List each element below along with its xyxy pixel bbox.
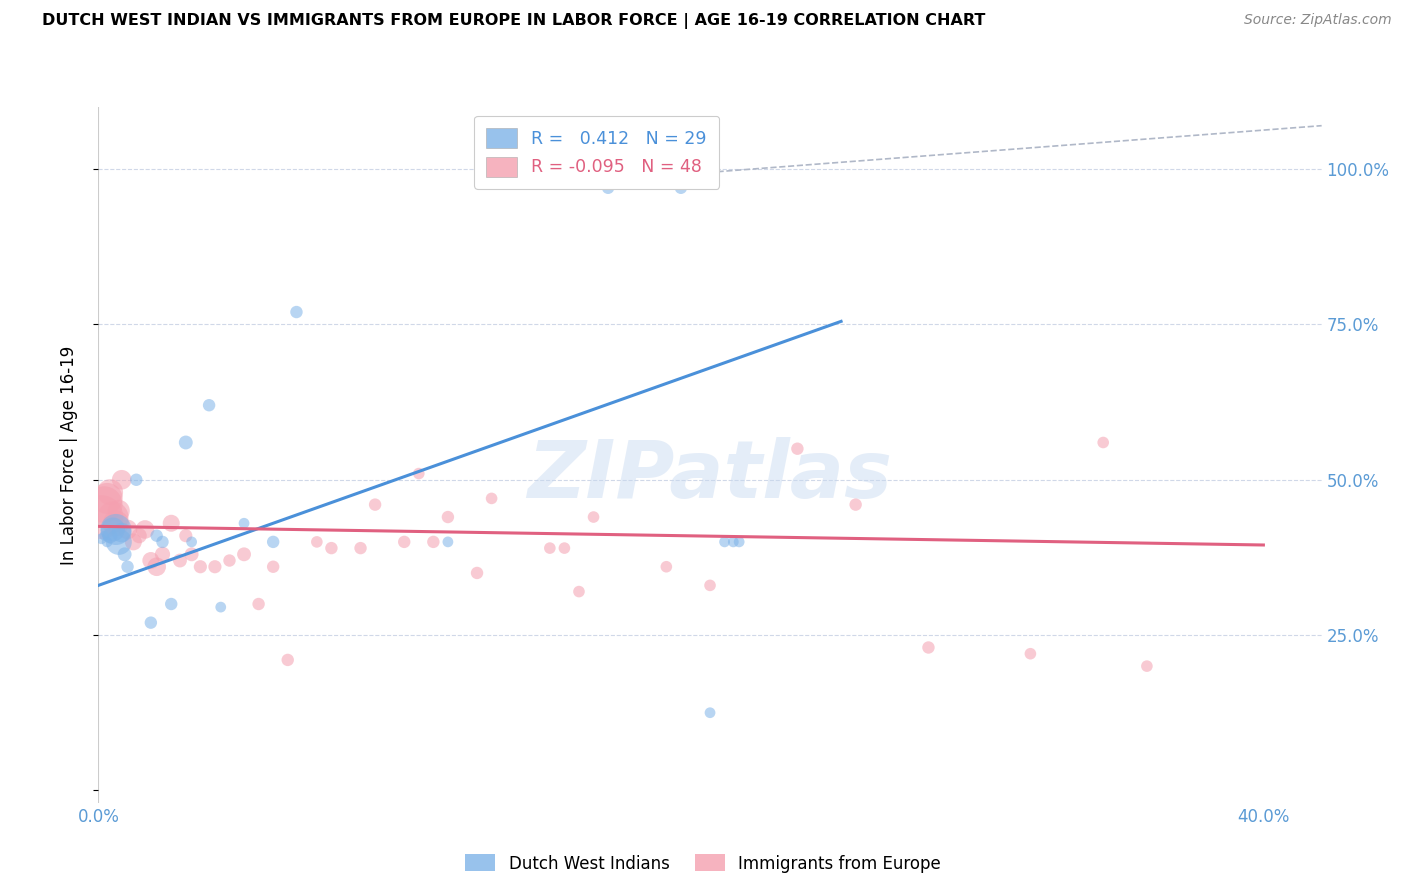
Point <box>101 523 124 537</box>
Point <box>723 534 745 549</box>
Point <box>111 525 134 540</box>
Point <box>247 597 270 611</box>
Point <box>699 578 721 592</box>
Legend: R =   0.412   N = 29, R = -0.095   N = 48: R = 0.412 N = 29, R = -0.095 N = 48 <box>474 116 718 189</box>
Point <box>596 181 619 195</box>
Point <box>98 485 121 500</box>
Point <box>233 516 256 531</box>
Point <box>104 523 127 537</box>
Point <box>104 516 127 531</box>
Point <box>209 600 232 615</box>
Text: Source: ZipAtlas.com: Source: ZipAtlas.com <box>1244 13 1392 28</box>
Point <box>465 566 488 580</box>
Point <box>728 534 751 549</box>
Point <box>198 398 221 412</box>
Point <box>408 467 430 481</box>
Point <box>204 559 226 574</box>
Point <box>582 510 605 524</box>
Point <box>169 553 191 567</box>
Point <box>1092 435 1115 450</box>
Point <box>285 305 308 319</box>
Point <box>917 640 939 655</box>
Point <box>277 653 299 667</box>
Point <box>845 498 868 512</box>
Point <box>669 181 692 195</box>
Point <box>139 615 162 630</box>
Point <box>152 547 174 561</box>
Point <box>262 559 284 574</box>
Point <box>553 541 575 555</box>
Point <box>134 523 156 537</box>
Point <box>160 597 183 611</box>
Legend: Dutch West Indians, Immigrants from Europe: Dutch West Indians, Immigrants from Euro… <box>458 847 948 880</box>
Point <box>108 534 131 549</box>
Y-axis label: In Labor Force | Age 16-19: In Labor Force | Age 16-19 <box>59 345 77 565</box>
Point <box>96 534 118 549</box>
Point <box>233 547 256 561</box>
Point <box>122 534 145 549</box>
Point <box>699 706 721 720</box>
Point <box>538 541 561 555</box>
Text: DUTCH WEST INDIAN VS IMMIGRANTS FROM EUROPE IN LABOR FORCE | AGE 16-19 CORRELATI: DUTCH WEST INDIAN VS IMMIGRANTS FROM EUR… <box>42 13 986 29</box>
Point <box>117 523 139 537</box>
Point <box>111 473 134 487</box>
Point <box>152 534 174 549</box>
Point <box>1019 647 1042 661</box>
Point <box>437 510 460 524</box>
Point <box>90 532 112 546</box>
Point <box>98 529 121 543</box>
Point <box>218 553 240 567</box>
Point <box>437 534 460 549</box>
Point <box>349 541 371 555</box>
Point <box>180 547 202 561</box>
Point <box>114 547 136 561</box>
Point <box>262 534 284 549</box>
Point <box>117 559 139 574</box>
Point <box>188 559 212 574</box>
Point <box>364 498 387 512</box>
Point <box>180 534 202 549</box>
Point <box>713 534 735 549</box>
Point <box>174 529 197 543</box>
Text: ZIPatlas: ZIPatlas <box>527 437 893 515</box>
Point <box>568 584 591 599</box>
Point <box>655 559 678 574</box>
Point <box>139 553 162 567</box>
Point <box>108 504 131 518</box>
Point <box>96 491 118 506</box>
Point <box>101 510 124 524</box>
Point <box>93 498 115 512</box>
Point <box>93 529 115 543</box>
Point <box>128 529 150 543</box>
Point <box>422 534 444 549</box>
Point <box>160 516 183 531</box>
Point <box>90 510 112 524</box>
Point <box>305 534 328 549</box>
Point <box>321 541 343 555</box>
Point <box>481 491 503 506</box>
Point <box>145 559 167 574</box>
Point <box>392 534 416 549</box>
Point <box>1136 659 1159 673</box>
Point <box>125 473 148 487</box>
Point <box>145 529 167 543</box>
Point <box>174 435 197 450</box>
Point <box>786 442 808 456</box>
